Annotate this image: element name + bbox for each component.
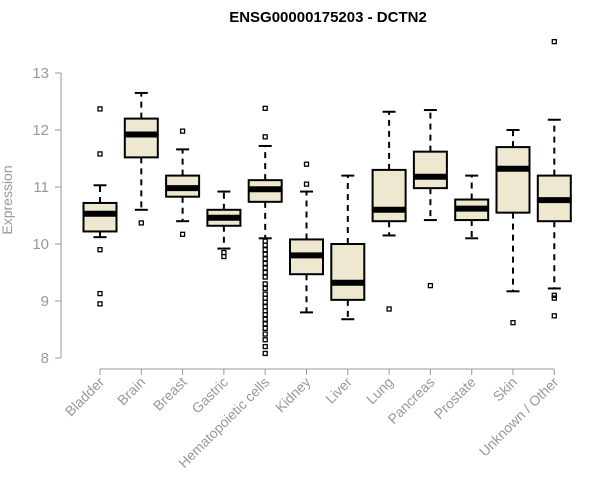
- outlier-point: [97, 247, 103, 253]
- outlier-point: [262, 251, 268, 257]
- outlier-point: [262, 343, 268, 350]
- outlier-point: [262, 260, 268, 267]
- y-tick-label: 11: [33, 179, 49, 196]
- outlier-point: [386, 306, 392, 312]
- box-group-gastric: [206, 190, 242, 260]
- outlier-point: [262, 325, 268, 332]
- chart-title: ENSG00000175203 - DCTN2: [229, 9, 427, 26]
- outlier-point: [179, 128, 186, 134]
- y-tick-label: 12: [32, 122, 49, 139]
- outlier-point: [262, 331, 268, 337]
- box-group-pancreas: [412, 109, 448, 289]
- outlier-point: [97, 151, 103, 157]
- box-group-prostate: [454, 174, 490, 240]
- iqr-box: [412, 150, 448, 190]
- outlier-point: [303, 161, 310, 167]
- outlier-point: [262, 350, 268, 357]
- x-tick-label: Brain: [114, 374, 148, 408]
- box-group-skin: [495, 129, 531, 326]
- x-tick-label: Bladder: [62, 374, 108, 420]
- iqr-box: [371, 168, 407, 223]
- box-group-breast: [165, 128, 201, 237]
- outlier-point: [97, 301, 103, 307]
- y-tick-label: 9: [41, 293, 49, 310]
- x-tick-label: Skin: [490, 374, 521, 405]
- outlier-point: [551, 313, 557, 319]
- outlier-point: [262, 285, 268, 292]
- box-group-brain: [123, 91, 159, 226]
- y-axis-label: Expression: [0, 165, 15, 234]
- box-group-lung: [371, 110, 407, 312]
- x-tick-label: Breast: [150, 374, 190, 414]
- y-tick-label: 13: [32, 65, 49, 82]
- outlier-point: [551, 292, 557, 298]
- y-tick-label: 10: [32, 236, 49, 253]
- x-tick-label: Liver: [322, 374, 355, 407]
- iqr-box: [82, 201, 118, 233]
- outlier-point: [221, 253, 227, 260]
- iqr-box: [330, 243, 366, 301]
- box-group-unknown-other: [536, 39, 572, 319]
- outlier-point: [262, 247, 268, 253]
- x-tick-label: Kidney: [272, 374, 314, 416]
- outlier-point: [262, 274, 268, 280]
- outlier-point: [262, 312, 268, 318]
- plot-area: [82, 39, 572, 357]
- x-tick-label: Lung: [363, 374, 396, 407]
- outlier-point: [551, 295, 557, 301]
- outlier-point: [262, 321, 268, 327]
- outlier-point: [97, 106, 103, 112]
- box-group-liver: [330, 174, 366, 321]
- outlier-point: [262, 281, 268, 287]
- outlier-point: [427, 282, 434, 289]
- outlier-point: [138, 220, 144, 226]
- y-tick-label: 8: [41, 350, 49, 367]
- outlier-point: [262, 316, 268, 322]
- outlier-point: [262, 105, 268, 111]
- outlier-point: [303, 181, 310, 187]
- outlier-point: [179, 231, 186, 237]
- iqr-box: [123, 117, 159, 159]
- box-group-kidney: [289, 161, 324, 314]
- outlier-point: [262, 134, 268, 140]
- outlier-point: [262, 256, 268, 262]
- outlier-point: [262, 299, 268, 305]
- outlier-point: [551, 39, 557, 45]
- outlier-point: [262, 269, 268, 276]
- outlier-point: [262, 242, 268, 248]
- outlier-point: [510, 320, 516, 326]
- box-group-hematopoietic-cells: [247, 105, 283, 357]
- outlier-point: [262, 337, 268, 343]
- x-tick-label: Prostate: [431, 374, 479, 422]
- outlier-point: [97, 290, 103, 297]
- iqr-box: [495, 146, 531, 214]
- box-group-bladder: [82, 106, 118, 307]
- outlier-point: [262, 265, 268, 271]
